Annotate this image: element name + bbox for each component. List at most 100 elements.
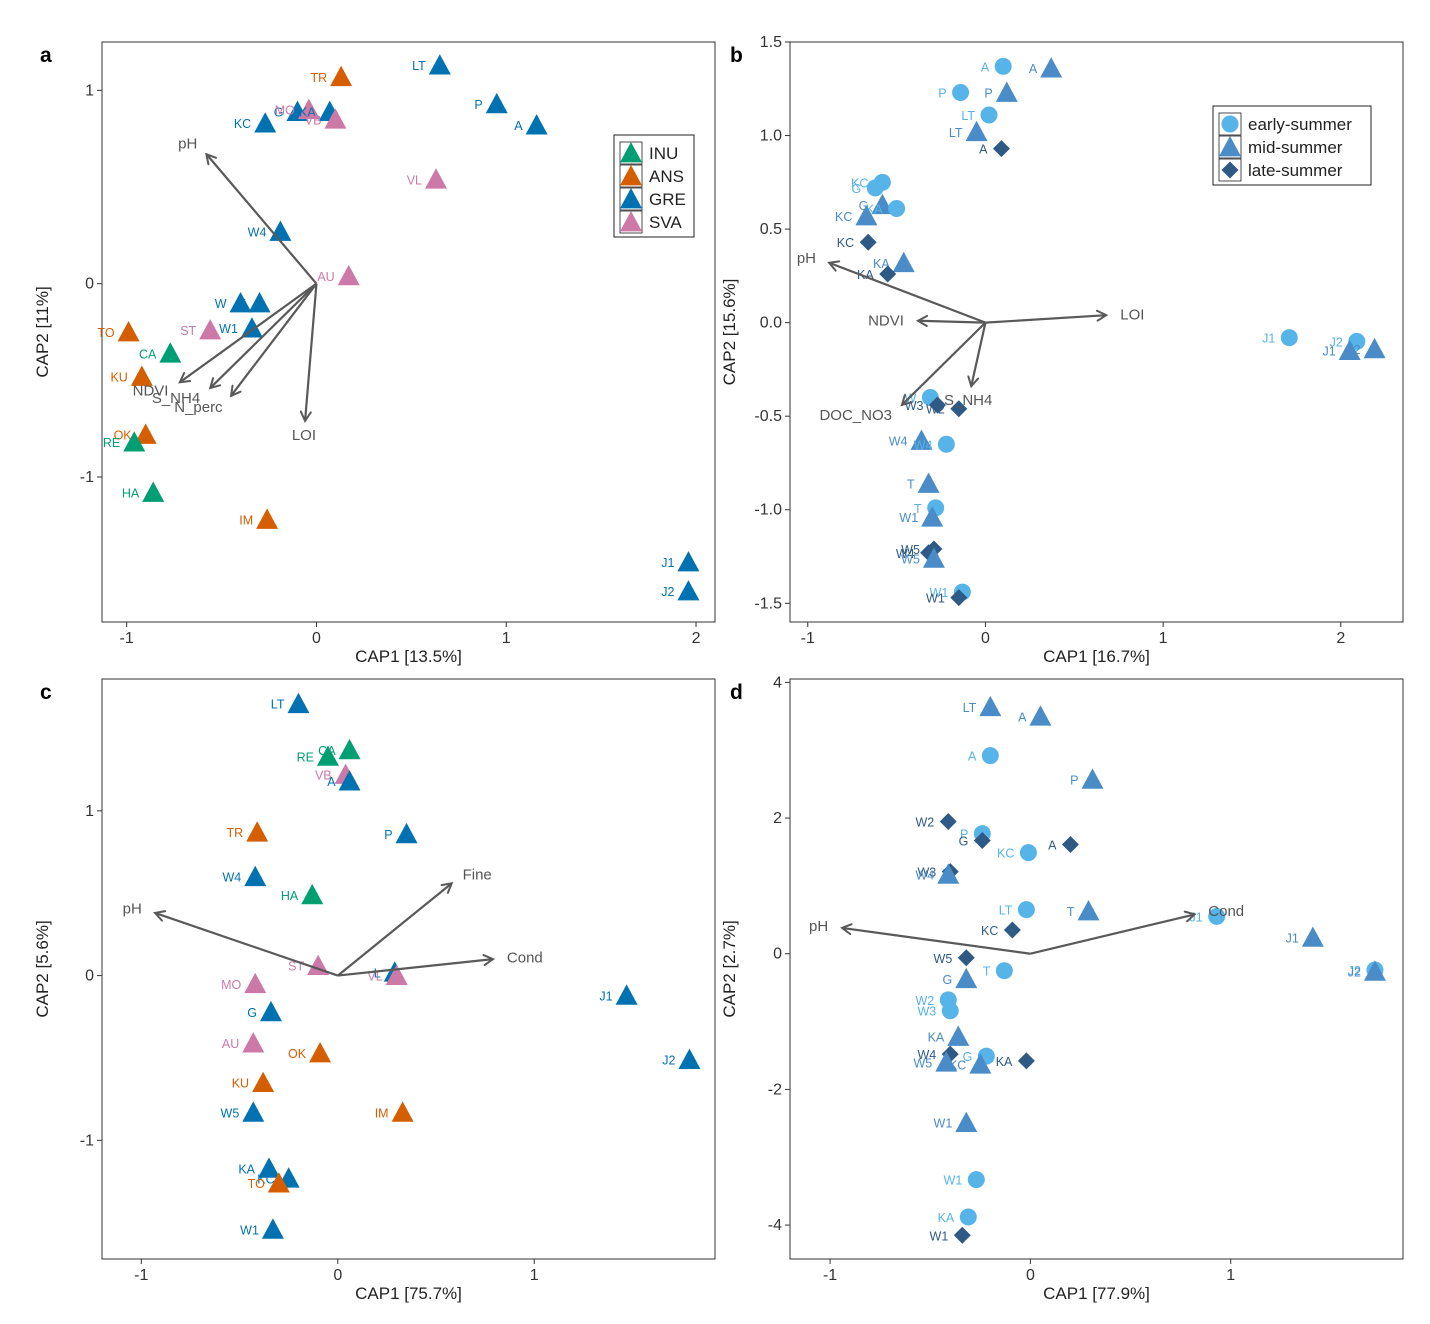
x-tick-label: -1: [120, 630, 134, 647]
data-point: [159, 342, 182, 363]
data-point: [947, 1025, 970, 1046]
data-point: [965, 120, 988, 142]
vector-arrow: [918, 321, 986, 323]
legend: INU ANS GRE SVA: [613, 134, 695, 238]
x-tick-label: 1: [1159, 630, 1168, 647]
point-label: W3: [905, 399, 924, 413]
y-tick-label: 1: [85, 803, 94, 820]
y-tick-label: -4: [768, 1217, 782, 1234]
point-label: KC: [981, 924, 998, 938]
point-label: J2: [1348, 964, 1361, 978]
point-label: T: [907, 478, 915, 492]
vector-label: pH: [178, 135, 197, 152]
panel-letter: d: [730, 681, 743, 704]
y-tick-label: -2: [768, 1081, 782, 1098]
data-point: [428, 54, 451, 75]
vector-label: LOI: [292, 427, 316, 444]
data-point: [258, 1157, 281, 1178]
point-label: L: [374, 966, 381, 980]
legend-marker: [620, 165, 642, 186]
data-point: [1029, 705, 1052, 726]
y-axis-title: CAP2 [15.6%]: [720, 279, 739, 386]
y-tick-label: 0: [773, 946, 782, 963]
point-label: J2: [662, 1054, 675, 1068]
x-axis-title: CAP1 [75.7%]: [355, 1284, 462, 1303]
data-point: [1338, 339, 1361, 361]
point-label: HA: [122, 486, 140, 500]
point-label: T: [1067, 905, 1075, 919]
data-point: [242, 1101, 265, 1122]
x-tick-label: 2: [1336, 630, 1345, 647]
data-point: [871, 193, 894, 215]
data-point: [338, 770, 361, 791]
data-point: [917, 472, 940, 493]
vector-arrow: [231, 283, 318, 396]
point-label: G: [852, 182, 862, 196]
vector-label: NDVI: [868, 312, 904, 329]
vector-label: S_NH4: [944, 392, 992, 409]
point-label: A: [1048, 839, 1057, 853]
data-point: [959, 1208, 977, 1226]
point-label: J1: [599, 989, 612, 1003]
data-point: [1301, 926, 1324, 947]
point-label: A: [327, 775, 336, 789]
point-label: G: [274, 106, 284, 120]
point-label: IM: [239, 514, 253, 528]
x-tick-label: -1: [134, 1267, 148, 1284]
data-point: [1280, 329, 1298, 347]
vector-label: pH: [809, 918, 828, 935]
point-label: A: [1029, 62, 1038, 76]
data-point: [941, 1002, 959, 1020]
x-tick-label: 1: [502, 630, 511, 647]
biplot-vectors: pH LOI NDVI S_NH4 DOC_NO3: [797, 250, 1145, 424]
point-label: KA: [238, 1162, 255, 1176]
legend-marker: [1219, 136, 1241, 157]
point-label: OK: [114, 428, 133, 442]
data-point: [994, 57, 1012, 75]
point-label: KU: [232, 1077, 249, 1091]
data-point: [1208, 907, 1226, 925]
y-tick-label: -0.5: [754, 408, 782, 425]
data-point: [937, 863, 960, 884]
data-point: [979, 695, 1002, 717]
data-point: [248, 292, 271, 313]
point-label: W3: [918, 1005, 937, 1019]
legend-marker: [620, 211, 642, 232]
point-label: KA: [299, 106, 316, 120]
point-label: W4: [916, 868, 935, 882]
point-label: TO: [248, 1177, 265, 1191]
data-point: [939, 812, 957, 830]
point-label: OK: [288, 1047, 307, 1061]
point-label: J2: [1330, 335, 1343, 349]
point-label: CA: [139, 347, 157, 361]
x-tick-label: -1: [801, 630, 815, 647]
data-point: [980, 106, 998, 124]
point-label: T: [238, 297, 246, 311]
point-label: W5: [901, 543, 920, 557]
y-tick-label: 1.5: [760, 34, 782, 51]
data-point: [1017, 1052, 1035, 1070]
point-label: A: [1018, 710, 1027, 724]
data-point: [301, 883, 324, 905]
data-point: [995, 81, 1018, 102]
y-tick-label: -1: [80, 1132, 94, 1149]
vector-label: NDVI: [133, 382, 169, 399]
legend-marker: [1221, 161, 1239, 179]
data-point: [1363, 960, 1386, 981]
point-label: W2: [916, 815, 935, 829]
data-point: [981, 747, 999, 765]
point-label: KC: [257, 1172, 274, 1186]
data-point: [485, 92, 508, 114]
data-point: [973, 831, 991, 849]
data-point: [134, 423, 157, 444]
data-point: [1003, 921, 1021, 939]
data-point: [240, 317, 263, 338]
point-label: LT: [271, 698, 285, 712]
panel-letter: a: [40, 44, 52, 67]
data-point: [967, 1171, 985, 1189]
data-point: [859, 233, 877, 251]
point-label: TR: [310, 71, 327, 85]
